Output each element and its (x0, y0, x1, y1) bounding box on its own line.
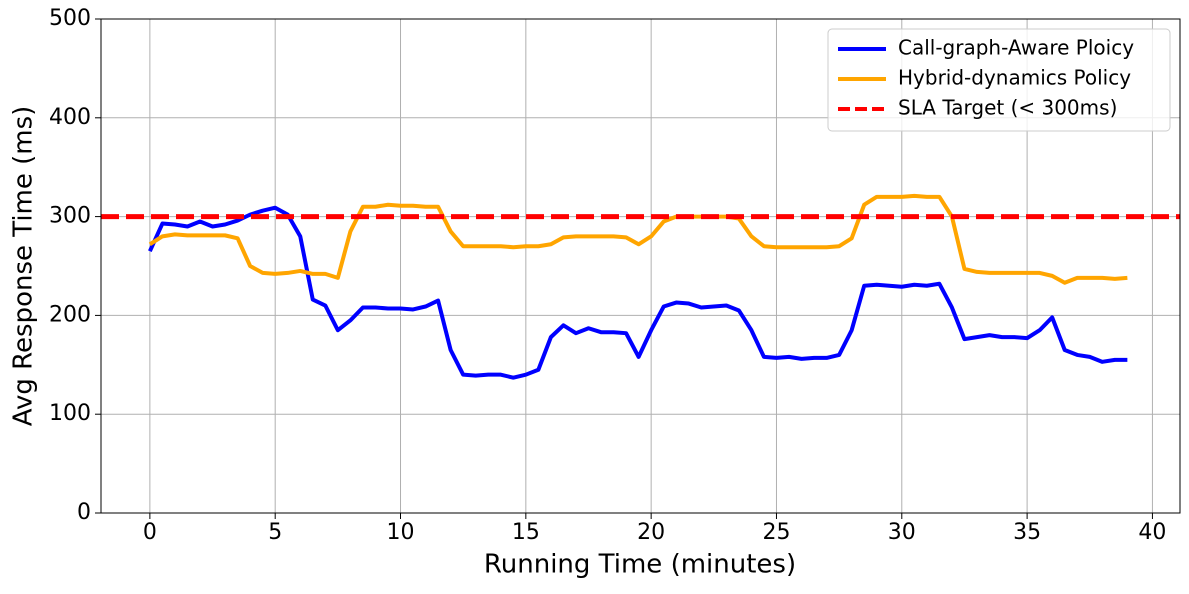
y-tick-label: 500 (49, 6, 91, 31)
y-tick-label: 400 (49, 105, 91, 130)
legend-label: Call-graph-Aware Ploicy (898, 36, 1134, 60)
x-tick-label: 40 (1138, 520, 1166, 545)
x-tick-label: 30 (888, 520, 916, 545)
series-line (148, 205, 1128, 380)
y-tick-label: 0 (77, 500, 91, 525)
x-tick-label: 5 (268, 520, 282, 545)
legend-label: SLA Target (< 300ms) (898, 96, 1117, 120)
plot-frame (100, 18, 1181, 514)
y-tick-label: 300 (49, 204, 91, 229)
x-tick-label: 35 (1013, 520, 1041, 545)
series-line (148, 193, 1128, 285)
y-tick-label: 100 (49, 401, 91, 426)
x-tick-label: 10 (387, 520, 415, 545)
x-tick-label: 20 (637, 520, 665, 545)
legend-label: Hybrid-dynamics Policy (898, 66, 1131, 90)
x-tick-label: 25 (762, 520, 790, 545)
legend-box (827, 28, 1171, 132)
x-axis-label: Running Time (minutes) (484, 550, 796, 580)
y-tick-label: 200 (49, 302, 91, 327)
x-tick-label: 0 (143, 520, 157, 545)
y-axis-label: Avg Response Time (ms) (9, 106, 39, 427)
x-tick-label: 15 (512, 520, 540, 545)
